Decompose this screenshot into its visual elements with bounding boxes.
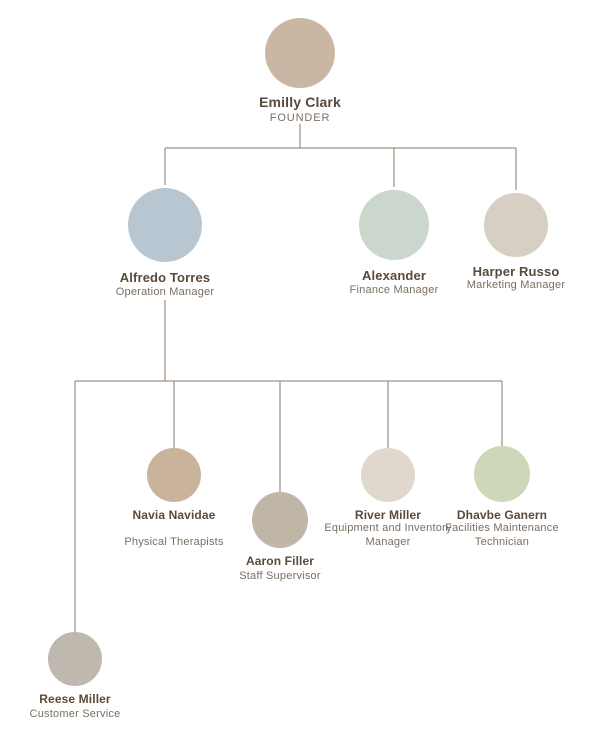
role-aaron: Staff Supervisor bbox=[210, 570, 350, 584]
avatar-navia bbox=[147, 448, 201, 502]
name-reese: Reese Miller bbox=[5, 692, 145, 706]
org-chart: Emilly Clark FOUNDER Alfredo Torres Oper… bbox=[0, 0, 601, 744]
name-harper: Harper Russo bbox=[441, 264, 591, 279]
node-reese: Reese Miller Customer Service bbox=[5, 632, 145, 686]
name-founder: Emilly Clark bbox=[220, 94, 380, 110]
avatar-river bbox=[361, 448, 415, 502]
avatar-reese bbox=[48, 632, 102, 686]
avatar-harper bbox=[484, 193, 548, 257]
name-dhavbe: Dhavbe Ganern bbox=[437, 508, 567, 522]
role-reese: Customer Service bbox=[5, 708, 145, 722]
avatar-dhavbe bbox=[474, 446, 530, 502]
role-dhavbe: Facilities Maintenance Technician bbox=[437, 522, 567, 550]
avatar-aaron bbox=[252, 492, 308, 548]
avatar-alexander bbox=[359, 190, 429, 260]
role-founder: FOUNDER bbox=[220, 112, 380, 124]
node-founder: Emilly Clark FOUNDER bbox=[220, 18, 380, 88]
role-harper: Marketing Manager bbox=[441, 279, 591, 291]
name-alfredo: Alfredo Torres bbox=[80, 270, 250, 285]
node-alfredo: Alfredo Torres Operation Manager bbox=[80, 188, 250, 262]
avatar-founder bbox=[265, 18, 335, 88]
avatar-alfredo bbox=[128, 188, 202, 262]
node-dhavbe: Dhavbe Ganern Facilities Maintenance Tec… bbox=[437, 446, 567, 502]
node-harper: Harper Russo Marketing Manager bbox=[441, 193, 591, 257]
name-aaron: Aaron Filler bbox=[210, 554, 350, 568]
role-alfredo: Operation Manager bbox=[80, 286, 250, 298]
